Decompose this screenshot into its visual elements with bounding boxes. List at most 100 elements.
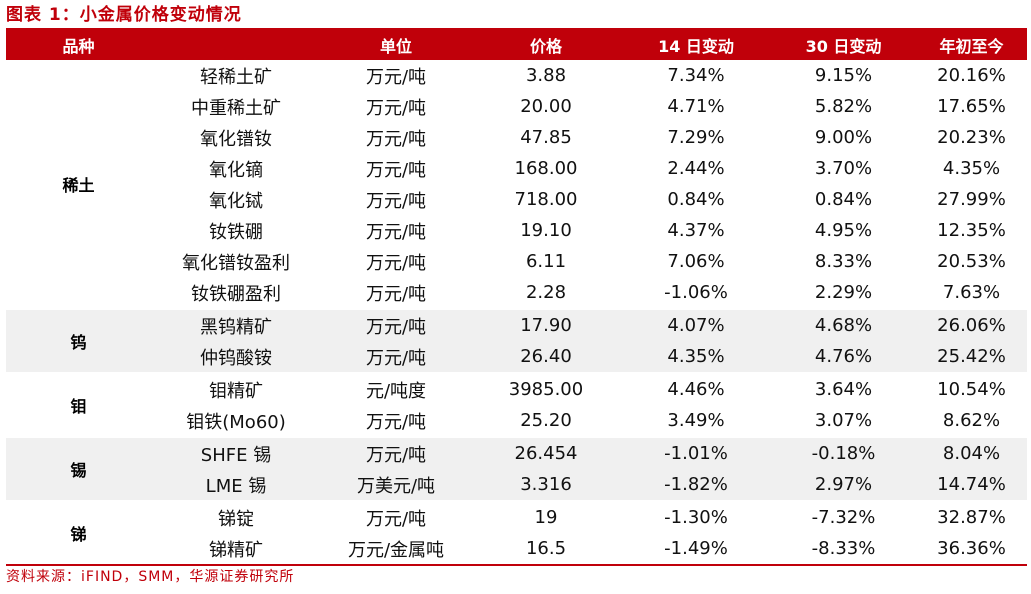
change-30d-cell: -7.32% [811, 507, 876, 528]
table-row: 钼精矿 元/吨度 3985.00 4.46% 3.64% 10.54% [151, 374, 1027, 405]
price-cell: 17.90 [520, 315, 572, 336]
item-name: 氧化镨钕盈利 [182, 252, 290, 274]
unit-cell: 万元/吨 [365, 508, 427, 530]
price-cell: 16.5 [525, 538, 567, 559]
change-14d-cell: 7.06% [667, 251, 725, 272]
change-30d-cell: 4.76% [814, 346, 873, 367]
table-row: 钕铁硼盈利 万元/吨 2.28 -1.06% 2.29% 7.63% [151, 277, 1027, 308]
item-name: 轻稀土矿 [200, 66, 272, 88]
unit-cell: 万元/吨 [365, 128, 427, 150]
table-row: 钼铁(Mo60) 万元/吨 25.20 3.49% 3.07% 8.62% [151, 405, 1027, 436]
price-cell: 3.316 [520, 474, 572, 495]
item-name: 钼精矿 [209, 380, 263, 402]
price-cell: 3.88 [525, 65, 567, 86]
table-row: 仲钨酸铵 万元/吨 26.40 4.35% 4.76% 25.42% [151, 341, 1027, 372]
table-body: 稀土 轻稀土矿 万元/吨 3.88 7.34% 9.15% 20.16% 中重稀土矿 万元/吨 2… [6, 60, 1027, 564]
price-cell: 25.20 [520, 410, 572, 431]
ytd-cell: 8.62% [942, 410, 1001, 431]
change-30d-cell: 0.84% [814, 189, 873, 210]
item-name: 钕铁硼盈利 [191, 283, 281, 305]
category-group: 钨黑钨精矿 万元/吨 17.90 4.07% 4.68% 26.06% 仲钨酸铵 万元/吨 26… [6, 308, 1027, 372]
table-row: 锑锭 万元/吨 19 -1.30% -7.32% 32.87% [151, 502, 1027, 533]
table-row: SHFE 锡 万元/吨 26.454 -1.01% -0.18% 8.04% [151, 438, 1027, 469]
change-14d-cell: 3.49% [667, 410, 725, 431]
header-change-14d: 14 日变动 [658, 37, 734, 56]
price-cell: 6.11 [525, 251, 567, 272]
change-14d-cell: 2.44% [667, 158, 725, 179]
change-30d-cell: 9.15% [814, 65, 873, 86]
ytd-cell: 7.63% [942, 282, 1001, 303]
price-cell: 718.00 [514, 189, 578, 210]
change-30d-cell: -0.18% [811, 443, 876, 464]
ytd-cell: 26.06% [937, 315, 1006, 336]
item-name: 黑钨精矿 [200, 316, 272, 338]
change-30d-cell: 2.97% [814, 474, 873, 495]
table-row: 锑精矿 万元/金属吨 16.5 -1.49% -8.33% 36.36% [151, 533, 1027, 564]
unit-cell: 万元/吨 [365, 97, 427, 119]
unit-cell: 万元/吨 [365, 347, 427, 369]
ytd-cell: 20.16% [937, 65, 1006, 86]
item-name: 氧化铽 [209, 190, 263, 212]
change-14d-cell: 4.46% [667, 379, 725, 400]
ytd-cell: 20.23% [937, 127, 1006, 148]
table-row: 轻稀土矿 万元/吨 3.88 7.34% 9.15% 20.16% [151, 60, 1027, 91]
category-label: 稀土 [62, 176, 95, 195]
change-30d-cell: 9.00% [814, 127, 873, 148]
unit-cell: 万元/吨 [365, 283, 427, 305]
table-row: 氧化镨钕 万元/吨 47.85 7.29% 9.00% 20.23% [151, 122, 1027, 153]
change-30d-cell: 3.70% [814, 158, 873, 179]
change-14d-cell: 4.07% [667, 315, 725, 336]
price-cell: 19 [534, 507, 558, 528]
ytd-cell: 20.53% [937, 251, 1006, 272]
ytd-cell: 17.65% [937, 96, 1006, 117]
item-name: 中重稀土矿 [191, 97, 281, 119]
unit-cell: 万元/吨 [365, 66, 427, 88]
price-cell: 26.454 [514, 443, 578, 464]
change-30d-cell: 4.68% [814, 315, 873, 336]
category-group: 钼 钼精矿 元/吨度 3985.00 4.46% 3.64% 10.54% 钼铁(Mo60) 万… [6, 372, 1027, 436]
source-note: 资料来源：iFIND，SMM，华源证券研究所 [6, 569, 295, 585]
category-group: 锑 锑锭 万元/吨 19 -1.30% -7.32% 32.87% 锑精矿 万元/金属吨 16.5… [6, 500, 1027, 564]
unit-cell: 万美元/吨 [356, 475, 436, 497]
table-row: LME 锡 万美元/吨 3.316 -1.82% 2.97% 14.74% [151, 469, 1027, 500]
change-14d-cell: -1.06% [664, 282, 728, 303]
unit-cell: 万元/吨 [365, 252, 427, 274]
unit-cell: 万元/吨 [365, 316, 427, 338]
change-14d-cell: -1.82% [664, 474, 728, 495]
price-cell: 3985.00 [508, 379, 584, 400]
price-cell: 2.28 [525, 282, 567, 303]
category-label: 锑 [70, 525, 87, 544]
item-name: 钼铁(Mo60) [186, 411, 286, 433]
table-row: 氧化镝 万元/吨 168.00 2.44% 3.70% 4.35% [151, 153, 1027, 184]
change-14d-cell: 4.35% [667, 346, 725, 367]
unit-cell: 万元/吨 [365, 159, 427, 181]
price-cell: 47.85 [520, 127, 572, 148]
change-14d-cell: 7.29% [667, 127, 725, 148]
header-unit: 单位 [379, 37, 412, 56]
table-row: 氧化铽 万元/吨 718.00 0.84% 0.84% 27.99% [151, 184, 1027, 215]
price-table: 品种 单位 价格 14 日变动 30 日变动 年初至今 稀土 轻稀土矿 万元/吨 3.… [6, 28, 1027, 566]
category-label: 钼 [70, 397, 87, 416]
table-header: 品种 单位 价格 14 日变动 30 日变动 年初至今 [6, 30, 1027, 60]
change-14d-cell: 0.84% [667, 189, 725, 210]
unit-cell: 万元/吨 [365, 221, 427, 243]
unit-cell: 万元/吨 [365, 411, 427, 433]
ytd-cell: 4.35% [942, 158, 1001, 179]
change-30d-cell: 4.95% [814, 220, 873, 241]
item-name: LME 锡 [205, 475, 267, 497]
change-30d-cell: -8.33% [811, 538, 876, 559]
item-name: 仲钨酸铵 [200, 347, 272, 369]
item-name: 钕铁硼 [209, 221, 263, 243]
change-30d-cell: 5.82% [814, 96, 873, 117]
item-name: SHFE 锡 [200, 444, 272, 466]
table-row: 氧化镨钕盈利 万元/吨 6.11 7.06% 8.33% 20.53% [151, 246, 1027, 277]
ytd-cell: 12.35% [937, 220, 1006, 241]
unit-cell: 万元/吨 [365, 444, 427, 466]
figure-title: 图表 1：小金属价格变动情况 [6, 5, 242, 25]
table-row: 黑钨精矿 万元/吨 17.90 4.07% 4.68% 26.06% [151, 310, 1027, 341]
item-name: 锑锭 [218, 508, 254, 530]
change-14d-cell: -1.49% [664, 538, 728, 559]
change-30d-cell: 8.33% [814, 251, 873, 272]
header-category: 品种 [62, 37, 95, 56]
unit-cell: 万元/吨 [365, 190, 427, 212]
